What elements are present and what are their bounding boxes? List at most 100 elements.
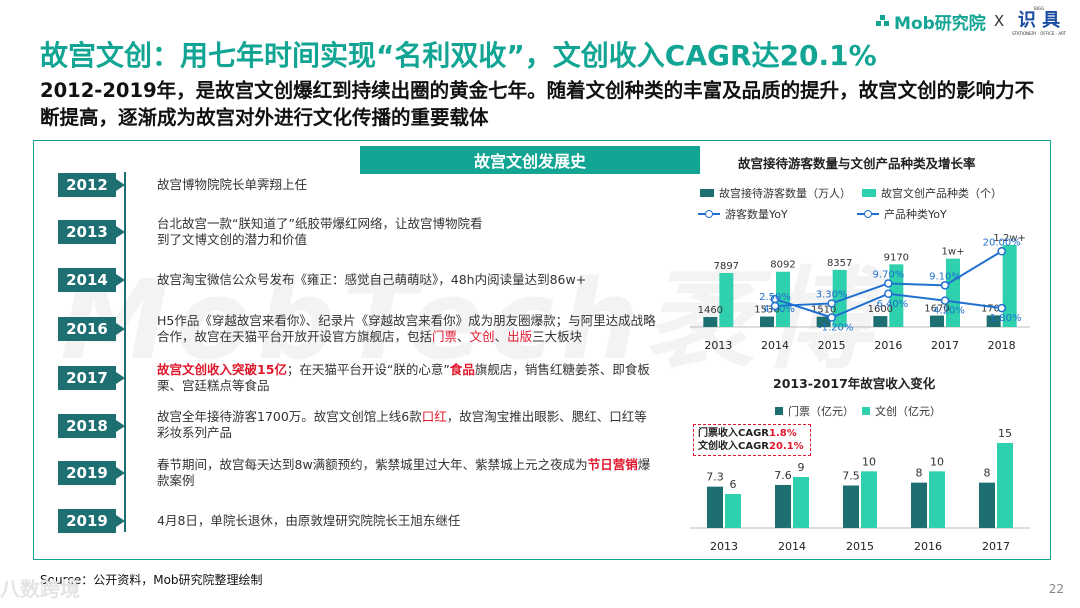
timeline-year: 2019 xyxy=(58,509,125,533)
cagr-callout: 门票收入CAGR1.8% 文创收入CAGR20.1% xyxy=(693,424,811,456)
timeline-event: H5作品《穿越故宫来看你》、纪录片《穿越故宫来看你》成为朋友圈爆款；与阿里达成战… xyxy=(157,313,667,345)
shiju-logo-text: 识 具 xyxy=(1017,10,1061,31)
event-highlight: 出版 xyxy=(507,329,533,344)
chart1-legend-visitor-yoy: 游客数量YoY xyxy=(698,206,788,222)
yoy-point xyxy=(997,303,1006,313)
yoy-point xyxy=(884,279,893,288)
event-highlight: 食品 xyxy=(449,362,475,377)
bar-wenchuang xyxy=(861,471,877,528)
event-text: 4月8日，单院长退休，由原敦煌研究院院长王旭东继任 xyxy=(157,513,461,528)
event-highlight: 故宫文创收入突破15亿 xyxy=(157,362,287,377)
yoy-point xyxy=(770,301,780,311)
event-text: 三大板块 xyxy=(532,329,583,344)
event-text: ；在天猫平台开设“朕的心意” xyxy=(286,362,450,377)
bar-label-products: 9170 xyxy=(884,252,909,263)
x-tick-label: 2014 xyxy=(778,540,806,553)
bar-ticket xyxy=(707,486,723,528)
legend-label: 文创（亿元） xyxy=(875,405,941,418)
yoy-label: 6.40% xyxy=(876,299,908,310)
event-highlight: 口红 xyxy=(421,409,447,424)
event-text: 爆款案例 xyxy=(157,457,651,488)
event-text: 旗舰店，销售红糖姜茶、即食板栗、宫廷糕点等食品 xyxy=(157,362,650,393)
chart1-legend-product-yoy: 产品种类YoY xyxy=(857,206,947,222)
footer-watermark: 八数跨境 xyxy=(0,577,80,601)
bar-label-products: 8357 xyxy=(827,258,852,269)
mob-logo-text: Mob研究院 xyxy=(894,13,986,34)
event-text: 春节期间，故宫每天达到8w满额预约，紫禁城里过大年、紫禁城上元之夜成为 xyxy=(157,457,588,472)
shiju-logo-small: BIGG xyxy=(1033,6,1045,11)
bar-label-visitors: 1510 xyxy=(811,305,836,316)
bar-label-products: 7897 xyxy=(714,261,739,272)
bar-wenchuang xyxy=(725,494,741,528)
bar-label-wenchuang: 15 xyxy=(998,427,1012,440)
chart1-legend-products: 故宫文创产品种类（个） xyxy=(862,185,1002,201)
event-text: ，故宫淘宝推出眼影、腮红、口红等彩妆系列产品 xyxy=(157,409,647,440)
cagr-label: 门票收入CAGR xyxy=(698,428,769,439)
brand-separator: X xyxy=(993,12,1005,30)
bar-label-ticket: 8 xyxy=(916,467,923,480)
bar-label-visitors: 1530 xyxy=(754,305,779,316)
bar-label-products: 8092 xyxy=(770,260,795,271)
cagr-label: 文创收入CAGR xyxy=(698,441,769,452)
bar-visitors xyxy=(873,316,888,327)
yoy-point xyxy=(827,299,836,308)
yoy-point xyxy=(997,247,1006,256)
bar-visitors xyxy=(703,317,718,327)
event-text: 故宫博物院院长单霁翔上任 xyxy=(157,177,308,192)
x-tick-label: 2017 xyxy=(931,339,959,352)
timeline-event: 台北故宫一款“朕知道了”纸胶带爆红网络，让故宫博物院看到了文博文创的潜力和价值 xyxy=(157,216,492,248)
x-tick-label: 2016 xyxy=(914,540,942,553)
chart2-legend-wenchuang: 文创（亿元） xyxy=(862,403,941,419)
legend-line-marker xyxy=(857,209,879,219)
event-highlight: 门票 xyxy=(432,329,458,344)
timeline-event: 春节期间，故宫每天达到8w满额预约，紫禁城里过大年、紫禁城上元之夜成为节日营销爆… xyxy=(157,457,662,489)
yoy-label: 20.00% xyxy=(983,237,1021,248)
page-title: 故宫文创：用七年时间实现“名利双收”，文创收入CAGR达20.1% xyxy=(40,39,877,72)
bar-ticket xyxy=(911,482,927,528)
timeline-event: 故宫全年接待游客1700万。故宫文创馆上线6款口红，故宫淘宝推出眼影、腮红、口红… xyxy=(157,409,657,441)
bar-label-visitors: 1460 xyxy=(698,305,723,316)
yoy-point xyxy=(884,289,893,298)
x-tick-label: 2016 xyxy=(874,339,902,352)
bar-products xyxy=(719,273,734,327)
event-text: 、 xyxy=(494,329,508,344)
legend-label: 门票（亿元） xyxy=(788,405,854,418)
yoy-label: -1.20% xyxy=(818,323,853,334)
x-tick-label: 2018 xyxy=(988,339,1016,352)
legend-label: 产品种类YoY xyxy=(884,208,947,221)
yoy-point xyxy=(940,296,950,305)
bar-wenchuang xyxy=(793,477,809,528)
timeline-event: 故宫文创收入突破15亿；在天猫平台开设“朕的心意”食品旗舰店，销售红糖姜茶、即食… xyxy=(157,362,657,394)
yoy-label: 2.50% xyxy=(759,292,791,303)
bar-visitors xyxy=(986,315,1001,327)
yoy-point xyxy=(827,313,836,322)
chart1-visitors-products: 1460 7897 2013 1530 8092 2014 1510 8357 2015 1600… xyxy=(690,233,1030,352)
cagr-value: 1.8% xyxy=(769,428,797,439)
timeline-year: 2017 xyxy=(58,366,125,390)
timeline-year: 2019 xyxy=(58,461,125,485)
mob-logo-icon xyxy=(876,15,890,27)
event-text: 台北故宫一款“朕知道了”纸胶带爆红网络，让故宫博物院看到了文博文创的潜力和价值 xyxy=(157,216,483,247)
legend-label: 故宫接待游客数量（万人） xyxy=(719,187,851,200)
shiju-logo: BIGG 识 具 STATIONERY · OFFICE · ART xyxy=(1012,6,1066,36)
x-tick-label: 2013 xyxy=(704,339,732,352)
legend-label: 游客数量YoY xyxy=(725,208,788,221)
timeline-event: 4月8日，单院长退休，由原敦煌研究院院长王旭东继任 xyxy=(157,513,657,529)
source-note: Source：公开资料，Mob研究院整理绘制 xyxy=(40,573,263,587)
bar-label-ticket: 8 xyxy=(984,467,991,480)
yoy-label: 9.10% xyxy=(929,271,961,282)
yoy-label: 9.70% xyxy=(872,269,904,280)
timeline-axis xyxy=(124,172,126,532)
shiju-logo-tag: STATIONERY · OFFICE · ART xyxy=(1012,31,1066,36)
bar-visitors xyxy=(816,316,831,327)
bar-label-products: 1w+ xyxy=(942,247,965,258)
x-tick-label: 2017 xyxy=(982,540,1010,553)
bar-label-ticket: 7.6 xyxy=(774,469,792,482)
bar-label-visitors: 1600 xyxy=(868,304,893,315)
x-tick-label: 2015 xyxy=(818,339,846,352)
chart2-title: 2013-2017年故宫收入变化 xyxy=(773,376,936,391)
bar-label-wenchuang: 10 xyxy=(930,455,944,468)
chart2-legend-ticket: 门票（亿元） xyxy=(775,403,854,419)
bar-label-ticket: 7.5 xyxy=(842,470,860,483)
